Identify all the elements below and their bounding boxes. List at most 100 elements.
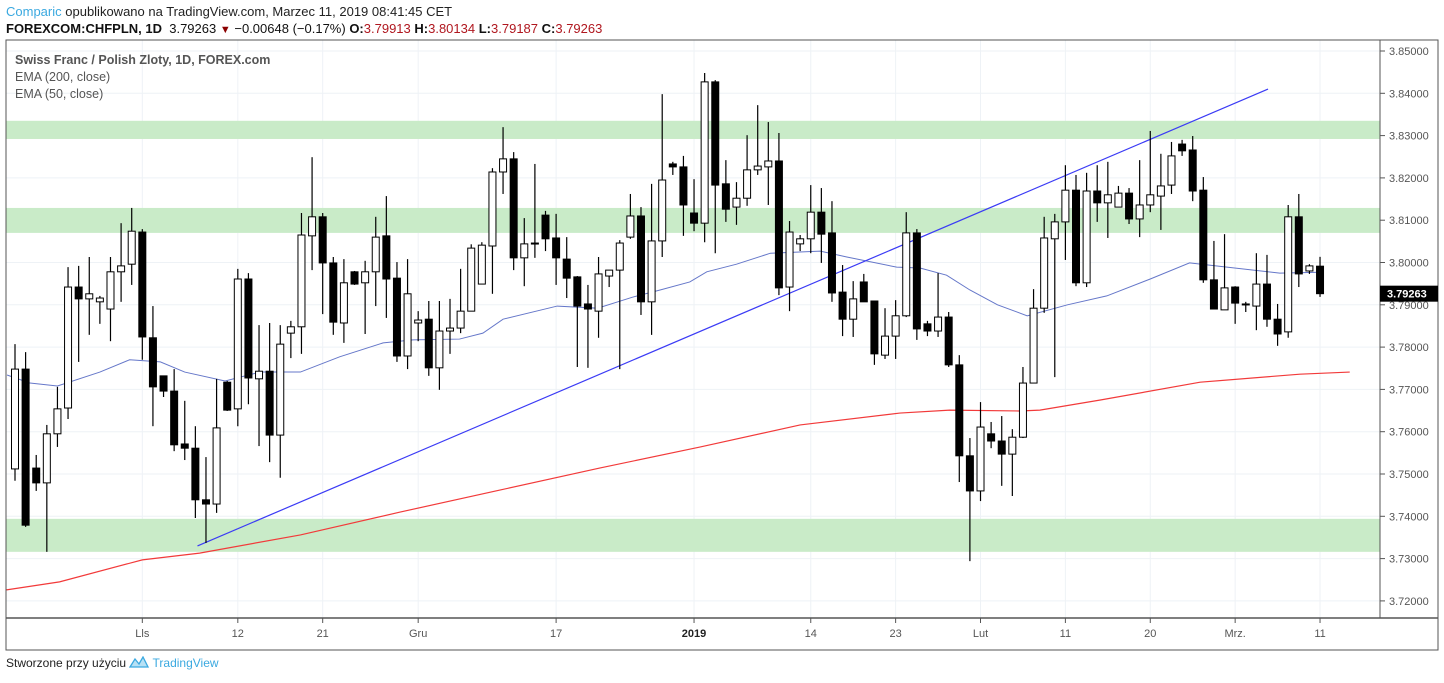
candle — [1199, 177, 1208, 283]
candle-body-down — [223, 381, 232, 411]
current-price-badge — [1380, 285, 1438, 302]
candle-body-down — [870, 300, 879, 355]
price-change: −0.00648 (−0.17%) — [234, 21, 346, 36]
candle-body-down — [1231, 286, 1240, 304]
candle — [1284, 204, 1293, 338]
candle-body-down — [32, 467, 41, 484]
candle-body-up — [85, 293, 94, 300]
candle — [467, 244, 476, 312]
candle — [1231, 286, 1240, 324]
candle-body-down — [965, 455, 974, 492]
candle-body-down — [1093, 190, 1102, 204]
tradingview-logo-icon — [129, 655, 150, 668]
candle-body-up — [615, 242, 624, 271]
candle — [1146, 130, 1155, 213]
candle — [870, 300, 879, 365]
candle — [976, 402, 985, 502]
candle-body-up — [891, 315, 900, 337]
candle-body-up — [1103, 194, 1112, 204]
symbol-info: FOREXCOM:CHFPLN, 1D 3.79263 ▼ −0.00648 (… — [6, 21, 602, 36]
candle-body-up — [1114, 192, 1123, 208]
candle-body-down — [21, 368, 30, 526]
candle-body-down — [912, 232, 921, 330]
candle — [1241, 301, 1250, 312]
candle — [636, 207, 645, 315]
candle — [817, 188, 826, 263]
legend-ema50[interactable]: EMA (50, close) — [15, 87, 104, 101]
chart-legend: Swiss Franc / Polish Zloty, 1D, FOREX.co… — [15, 52, 270, 103]
candle — [1125, 188, 1134, 225]
candle — [1135, 160, 1144, 238]
publish-info: Comparic opublikowano na TradingView.com… — [6, 4, 452, 19]
candle-body-up — [626, 215, 635, 238]
candle — [191, 426, 200, 518]
candle-body-down — [987, 433, 996, 442]
candle — [138, 229, 147, 360]
candle-body-up — [53, 408, 62, 435]
candle — [308, 157, 317, 271]
x-tick-label: 12 — [232, 628, 244, 640]
close-value: 3.79263 — [555, 21, 603, 36]
x-tick-label: Lut — [973, 628, 988, 640]
candle-body-down — [1273, 318, 1282, 335]
candle-body-up — [530, 242, 539, 245]
candle — [711, 80, 720, 254]
legend-ema200[interactable]: EMA (200, close) — [15, 70, 111, 84]
close-label: C: — [541, 21, 556, 36]
candle-body-up — [127, 230, 136, 265]
candle-body-up — [233, 278, 242, 410]
ema50-line — [6, 250, 1321, 387]
candle-body-down — [668, 163, 677, 168]
candle-body-up — [849, 298, 858, 320]
candle — [403, 259, 412, 370]
candle-body-down — [201, 499, 210, 505]
candle-body-down — [1316, 265, 1325, 295]
candle-body-up — [1050, 221, 1059, 240]
candle-body-up — [499, 158, 508, 173]
candle — [764, 122, 773, 205]
x-tick-label: 2019 — [682, 628, 706, 640]
candle — [392, 262, 401, 362]
author-link[interactable]: Comparic — [6, 4, 62, 19]
candle-body-up — [1061, 189, 1070, 223]
candle — [912, 229, 921, 340]
candle-body-up — [467, 247, 476, 312]
candle-body-up — [477, 244, 486, 285]
candle — [923, 320, 932, 337]
candle — [361, 260, 370, 334]
candle — [64, 267, 73, 420]
candle — [1018, 366, 1027, 439]
y-tick-label: 3.75000 — [1389, 469, 1429, 481]
x-tick-label: 20 — [1144, 628, 1156, 640]
candle — [1316, 256, 1325, 297]
candle — [339, 259, 348, 343]
candle — [605, 269, 614, 288]
candle-body-up — [371, 236, 380, 273]
candle — [95, 295, 104, 324]
x-tick-label: Lls — [135, 628, 150, 640]
x-tick-label: 14 — [805, 628, 817, 640]
candle — [1294, 193, 1303, 288]
candle — [1050, 213, 1059, 378]
candle — [74, 265, 83, 362]
tradingview-link[interactable]: TradingView — [152, 656, 219, 670]
candle — [594, 257, 603, 338]
candle-body-up — [456, 310, 465, 329]
candle-body-down — [562, 258, 571, 279]
candle-body-up — [117, 265, 126, 273]
chart-border — [5, 39, 1439, 651]
x-tick-label: 17 — [550, 628, 562, 640]
candle — [117, 223, 126, 302]
candle-body-up — [446, 327, 455, 332]
candle-body-down — [1125, 192, 1134, 220]
footer: Stworzone przy użyciu TradingView — [6, 655, 219, 670]
candle — [1156, 153, 1165, 230]
candle — [838, 265, 847, 337]
candle-body-up — [1040, 237, 1049, 309]
candle — [223, 380, 232, 411]
candle — [212, 378, 221, 513]
y-tick-label: 3.72000 — [1389, 596, 1429, 608]
candle — [446, 298, 455, 354]
candle-body-down — [1072, 189, 1080, 284]
